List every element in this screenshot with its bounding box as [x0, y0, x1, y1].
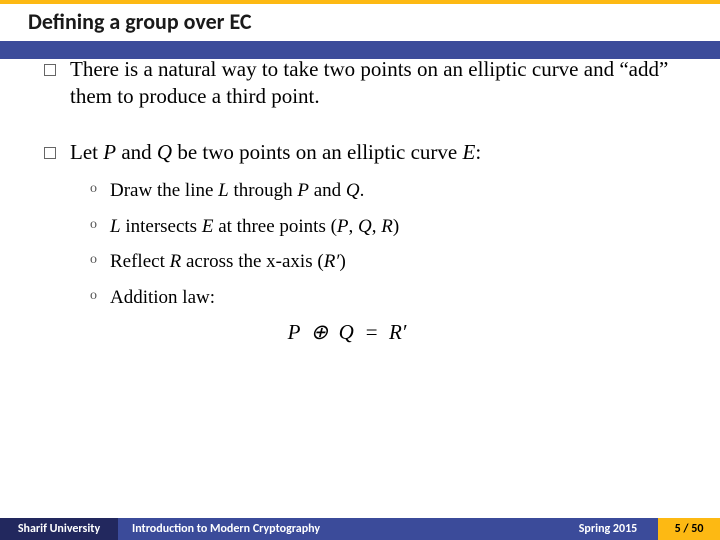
sub-item: o L intersects E at three points (P, Q, …: [90, 214, 690, 240]
bullet-item: There is a natural way to take two point…: [44, 56, 690, 111]
content-region: There is a natural way to take two point…: [44, 56, 690, 345]
sub-item: o Reflect R across the x-axis (R′): [90, 249, 690, 275]
math-var: E: [463, 140, 476, 164]
footer-term: Spring 2015: [558, 518, 658, 540]
sub-item: o Addition law:: [90, 285, 690, 311]
footer-page: 5 / 50: [658, 518, 720, 540]
text-frag: Let: [70, 140, 103, 164]
bullet-text: Let P and Q be two points on an elliptic…: [70, 139, 481, 166]
slide-container: Defining a group over EC There is a natu…: [0, 0, 720, 540]
sub-list: o Draw the line L through P and Q. o L i…: [90, 178, 690, 311]
square-bullet-icon: [44, 64, 56, 76]
sub-item: o Draw the line L through P and Q.: [90, 178, 690, 204]
footer: Sharif University Introduction to Modern…: [0, 518, 720, 540]
circle-bullet-icon: o: [90, 288, 110, 304]
text-frag: and: [116, 140, 157, 164]
circle-bullet-icon: o: [90, 217, 110, 233]
sub-text: Addition law:: [110, 285, 215, 311]
formula: P ⊕ Q = R′: [4, 320, 690, 345]
title-region: Defining a group over EC: [0, 0, 720, 59]
slide-title: Defining a group over EC: [0, 4, 720, 41]
sub-text: Draw the line L through P and Q.: [110, 178, 364, 204]
bullet-text: There is a natural way to take two point…: [70, 56, 690, 111]
sub-text: L intersects E at three points (P, Q, R): [110, 214, 399, 240]
circle-bullet-icon: o: [90, 181, 110, 197]
bullet-item: Let P and Q be two points on an elliptic…: [44, 139, 690, 166]
text-frag: :: [475, 140, 481, 164]
math-var: P: [103, 140, 116, 164]
sub-text: Reflect R across the x-axis (R′): [110, 249, 346, 275]
math-var: Q: [157, 140, 172, 164]
footer-institution: Sharif University: [0, 518, 118, 540]
text-frag: be two points on an elliptic curve: [172, 140, 462, 164]
footer-course: Introduction to Modern Cryptography: [118, 518, 558, 540]
square-bullet-icon: [44, 147, 56, 159]
circle-bullet-icon: o: [90, 252, 110, 268]
